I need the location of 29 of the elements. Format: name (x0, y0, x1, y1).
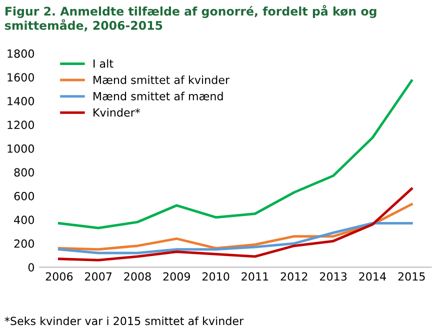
x-tick-label: 2008 (124, 272, 151, 281)
line-series (58, 203, 413, 251)
y-tick-label: 200 (14, 239, 34, 248)
x-tick-label: 2014 (359, 272, 386, 281)
y-tick-label: 600 (14, 192, 34, 200)
text: *Seks kvinder var i 2015 smittet af kvinder (4, 316, 244, 326)
x-tick-label: 2015 (398, 272, 425, 281)
legend-label: I alt (94, 59, 114, 68)
y-tick-label: 1800 (8, 49, 34, 58)
x-tick-label: 2011 (242, 272, 268, 281)
x-tick-label: 2013 (320, 272, 347, 281)
y-tick-label: 800 (14, 168, 34, 177)
x-tick-label: 2010 (202, 272, 230, 281)
y-tick-label: 1200 (8, 120, 34, 130)
legend-label: Mænd smittet af kvinder (94, 75, 230, 84)
y-tick-label: 1000 (8, 144, 34, 153)
line-series (58, 188, 413, 262)
legend-label: Mænd smittet af mænd (94, 92, 223, 100)
y-tick-label: 400 (14, 216, 34, 224)
y-tick-label: 0 (28, 263, 34, 272)
x-tick-label: 2012 (280, 272, 308, 281)
line-series (58, 222, 413, 254)
y-tick-label: 1400 (8, 96, 34, 106)
x-tick-label: 2006 (46, 272, 73, 281)
y-tick-label: 1600 (8, 73, 34, 82)
x-tick-label: 2007 (85, 272, 112, 281)
legend-label: Kvinder* (94, 108, 140, 117)
x-tick-label: 2009 (163, 272, 190, 281)
chart-title: Figur 2. Anmeldte tilfælde af gonorré, fordelt på køn og smittemåde, 2006-2015 (5, 5, 376, 32)
